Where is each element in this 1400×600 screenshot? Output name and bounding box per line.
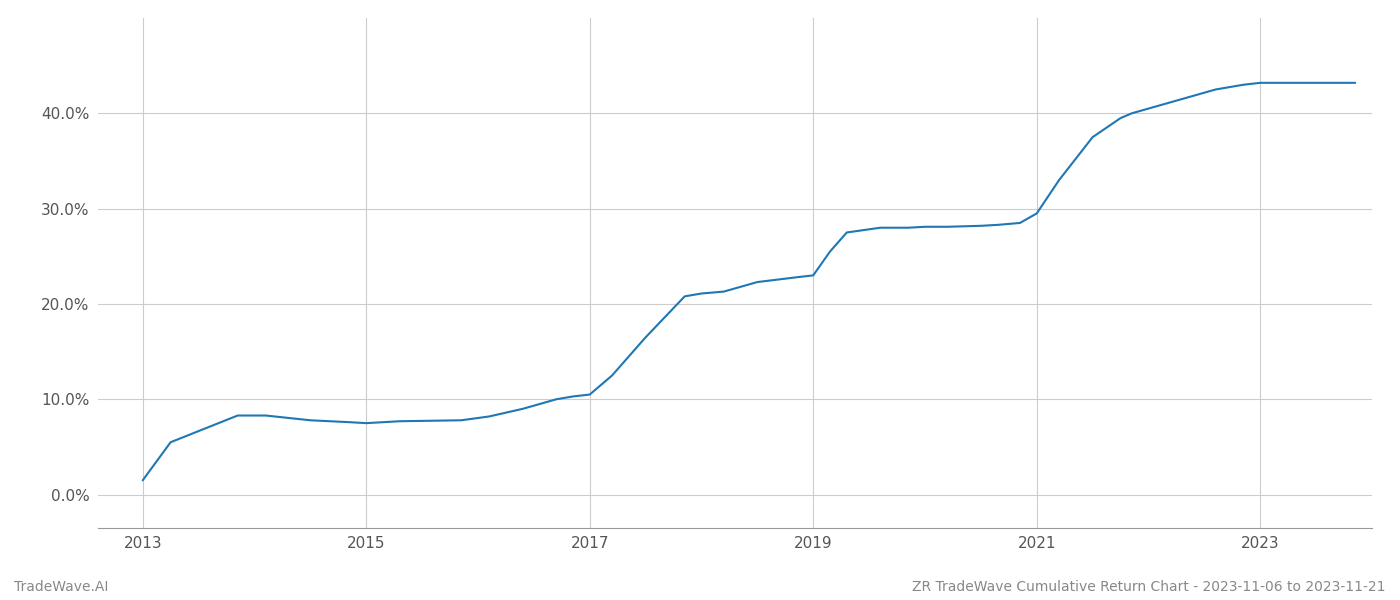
- Text: ZR TradeWave Cumulative Return Chart - 2023-11-06 to 2023-11-21: ZR TradeWave Cumulative Return Chart - 2…: [913, 580, 1386, 594]
- Text: TradeWave.AI: TradeWave.AI: [14, 580, 108, 594]
